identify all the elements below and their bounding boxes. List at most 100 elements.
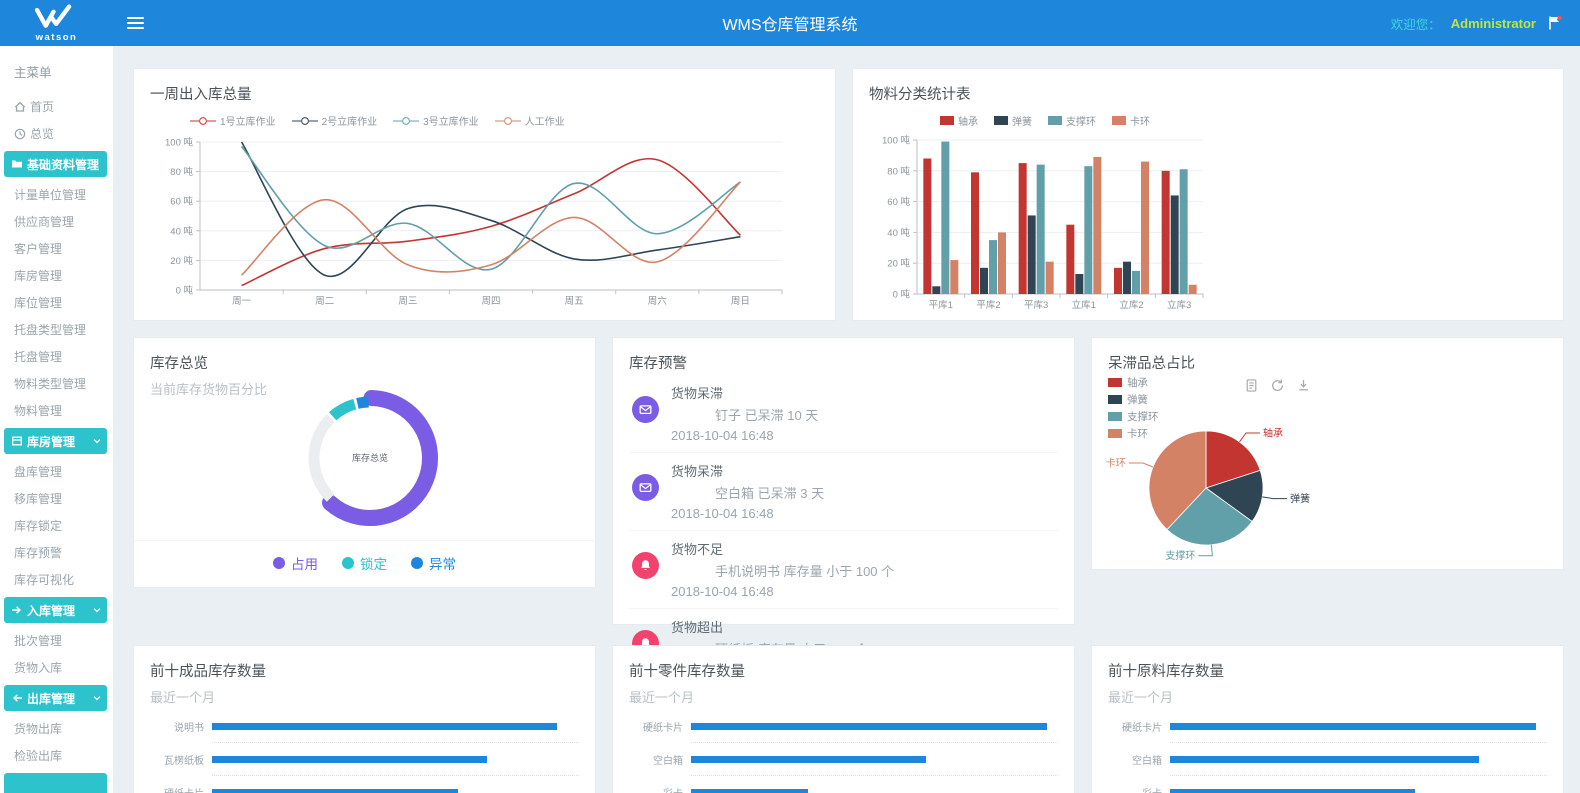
inventory-donut-chart[interactable]: 库存总览 — [292, 380, 448, 536]
brand-logo[interactable]: watson — [0, 0, 113, 46]
card-title: 库存总览 — [150, 356, 208, 372]
sidebar-item[interactable]: 库存锁定 — [0, 512, 113, 539]
legend-item[interactable]: 2号立库作业 — [291, 113, 377, 128]
sidebar-item[interactable]: 库房管理 — [0, 262, 113, 289]
hbar-row[interactable]: 硬纸卡片 — [150, 786, 579, 793]
hbar-row[interactable]: 彩卡 — [629, 786, 1058, 793]
row-separator — [212, 775, 579, 776]
hbar-value — [691, 722, 1047, 730]
svg-text:平库3: 平库3 — [1024, 299, 1048, 311]
top-raw-bars: 硬纸卡片空白箱彩卡说明书 — [1108, 720, 1547, 793]
sidebar-item[interactable]: 出库管理 — [4, 685, 107, 711]
legend-item[interactable]: 1号立库作业 — [190, 113, 276, 128]
hbar-row[interactable]: 硬纸卡片 — [1108, 720, 1547, 734]
flag-icon[interactable] — [1546, 15, 1564, 31]
sidebar-item[interactable]: 物料管理 — [0, 397, 113, 424]
sidebar-item-label: 批次管理 — [14, 634, 63, 648]
sidebar-item[interactable]: 首页 — [0, 93, 113, 120]
sidebar-item[interactable]: 移库管理 — [0, 485, 113, 512]
hbar-value — [691, 788, 809, 793]
svg-text:立库2: 立库2 — [1119, 299, 1143, 311]
hbar-row[interactable]: 硬纸卡片 — [629, 720, 1058, 734]
sidebar-item[interactable]: 入库管理 — [4, 597, 107, 623]
legend-item[interactable]: 卡环 — [1108, 425, 1159, 442]
sidebar-item[interactable]: 物料类型管理 — [0, 370, 113, 397]
hbar-row[interactable]: 说明书 — [150, 720, 579, 734]
legend-item[interactable]: 支撑环 — [1108, 408, 1159, 425]
sidebar-item[interactable]: 库存可视化 — [0, 566, 113, 593]
download-icon[interactable] — [1296, 378, 1311, 393]
username[interactable]: Administrator — [1450, 15, 1536, 31]
weekly-line-chart[interactable]: 0 吨 20 吨 40 吨 60 吨 80 吨 100 吨周一 周二 周三 周四 周五 周六 周日 — [156, 130, 798, 316]
hbar-label: 硬纸卡片 — [150, 785, 204, 793]
hbar-row[interactable]: 瓦楞纸板 — [150, 753, 579, 767]
watson-logo-icon — [31, 3, 83, 35]
page-title: WMS仓库管理系统 — [722, 17, 858, 34]
legend-item[interactable]: 弹簧 — [1108, 391, 1159, 408]
hbar-label: 说明书 — [174, 722, 204, 734]
card-title: 前十零件库存数量 — [629, 664, 745, 680]
sidebar-item-label: 库存预警 — [14, 546, 63, 560]
hbar-value — [212, 788, 458, 793]
legend-item[interactable]: 支撑环 — [1048, 113, 1096, 128]
sidebar-item[interactable]: 库存预警 — [0, 539, 113, 566]
legend-swatch — [1112, 116, 1126, 125]
legend-item[interactable]: 锁定 — [342, 553, 387, 573]
hbar-value — [212, 755, 488, 763]
app-header: watson WMS仓库管理系统 欢迎您： Administrator — [0, 0, 1580, 46]
hbar-row[interactable]: 彩卡 — [1108, 786, 1547, 793]
legend-swatch — [940, 116, 954, 125]
sidebar-item[interactable]: 检验出库 — [0, 742, 113, 769]
hbar-row[interactable]: 空白箱 — [629, 753, 1058, 767]
hbar-row[interactable]: 空白箱 — [1108, 753, 1547, 767]
card-inventory-overview: 库存总览 当前库存货物百分比 库存总览 占用 锁定 异常 — [133, 337, 596, 588]
legend-item[interactable]: 轴承 — [940, 113, 978, 128]
hbar-label: 硬纸卡片 — [643, 722, 683, 734]
card-top-finished: 前十成品库存数量 最近一个月 说明书瓦楞纸板硬纸卡片空白箱 — [133, 645, 596, 793]
legend-item[interactable]: 异常 — [411, 553, 456, 573]
sidebar-item[interactable]: 基础资料管理 — [4, 151, 107, 177]
hbar-value — [212, 722, 557, 730]
chevron-down-icon — [92, 693, 102, 703]
legend-item[interactable]: 卡环 — [1112, 113, 1150, 128]
card-inventory-alerts: 库存预警 货物呆滞 钉子 已呆滞 10 天 2018-10-04 16:48 货物呆滞… — [612, 337, 1075, 677]
top-parts-bars: 硬纸卡片空白箱彩卡说明书 — [629, 720, 1058, 793]
alert-item[interactable]: 货物呆滞 空白箱 已呆滞 3 天 2018-10-04 16:48 — [629, 453, 1058, 531]
sidebar-item[interactable]: 库房管理 — [4, 428, 107, 454]
sidebar-item[interactable]: 盘库管理 — [0, 458, 113, 485]
sidebar-item[interactable]: 托盘管理 — [0, 343, 113, 370]
legend-swatch — [1048, 116, 1062, 125]
mail-icon — [632, 396, 659, 423]
sidebar-item[interactable]: 批次管理 — [0, 627, 113, 654]
legend-item[interactable]: 3号立库作业 — [393, 113, 479, 128]
alert-item[interactable]: 货物呆滞 钉子 已呆滞 10 天 2018-10-04 16:48 — [629, 375, 1058, 453]
weekly-legend: 1号立库作业 2号立库作业 3号立库作业 人工作业 — [190, 113, 819, 128]
data-view-icon[interactable] — [1244, 378, 1259, 393]
sidebar-item[interactable]: 总览 — [0, 120, 113, 147]
sidebar-item[interactable]: 供应商管理 — [0, 208, 113, 235]
chart-toolbox — [1244, 378, 1311, 393]
sidebar-item[interactable]: 计量单位管理 — [0, 181, 113, 208]
sidebar-item[interactable]: 货物出库 — [0, 715, 113, 742]
alert-item[interactable]: 货物不足 手机说明书 库存量 小于 100 个 2018-10-04 16:48 — [629, 531, 1058, 609]
legend-item[interactable]: 轴承 — [1108, 374, 1159, 391]
sidebar-item-label: 库存可视化 — [14, 573, 75, 587]
hamburger-icon[interactable] — [127, 17, 144, 29]
sidebar-item[interactable]: 货物入库 — [0, 654, 113, 681]
sidebar-item[interactable]: 库位管理 — [0, 289, 113, 316]
inbound-icon — [11, 604, 23, 616]
sidebar-item-label: 客户管理 — [14, 242, 63, 256]
sidebar-item-label: 库房管理 — [27, 434, 76, 449]
restore-icon[interactable] — [1270, 378, 1285, 393]
sidebar: 主菜单 首页 总览 基础资料管理 计量单位管理 供应商管理 客户管理 库房管理 库位管理 托盘类… — [0, 46, 113, 793]
sidebar-item-partial[interactable] — [4, 773, 107, 793]
outbound-icon — [11, 692, 23, 704]
legend-item[interactable]: 人工作业 — [494, 113, 565, 128]
hbar-label: 空白箱 — [653, 755, 683, 767]
legend-item[interactable]: 弹簧 — [994, 113, 1032, 128]
sidebar-item[interactable]: 客户管理 — [0, 235, 113, 262]
legend-item[interactable]: 占用 — [273, 553, 318, 573]
sidebar-item[interactable]: 托盘类型管理 — [0, 316, 113, 343]
